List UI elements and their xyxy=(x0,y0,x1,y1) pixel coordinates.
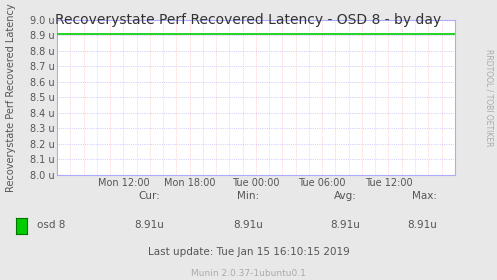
Text: 8.91u: 8.91u xyxy=(234,220,263,230)
Text: 8.91u: 8.91u xyxy=(331,220,360,230)
Text: 8.91u: 8.91u xyxy=(134,220,164,230)
Text: Recoverystate Perf Recovered Latency: Recoverystate Perf Recovered Latency xyxy=(6,4,16,192)
Text: RRDTOOL / TOBI OETIKER: RRDTOOL / TOBI OETIKER xyxy=(484,49,493,147)
Text: Recoverystate Perf Recovered Latency - OSD 8 - by day: Recoverystate Perf Recovered Latency - O… xyxy=(55,13,442,27)
Text: Max:: Max: xyxy=(413,191,437,201)
Text: Last update: Tue Jan 15 16:10:15 2019: Last update: Tue Jan 15 16:10:15 2019 xyxy=(148,247,349,257)
Text: Munin 2.0.37-1ubuntu0.1: Munin 2.0.37-1ubuntu0.1 xyxy=(191,269,306,277)
Text: 8.91u: 8.91u xyxy=(408,220,437,230)
Text: Avg:: Avg: xyxy=(334,191,357,201)
Text: Min:: Min: xyxy=(238,191,259,201)
Text: Cur:: Cur: xyxy=(138,191,160,201)
Text: osd 8: osd 8 xyxy=(37,220,66,230)
